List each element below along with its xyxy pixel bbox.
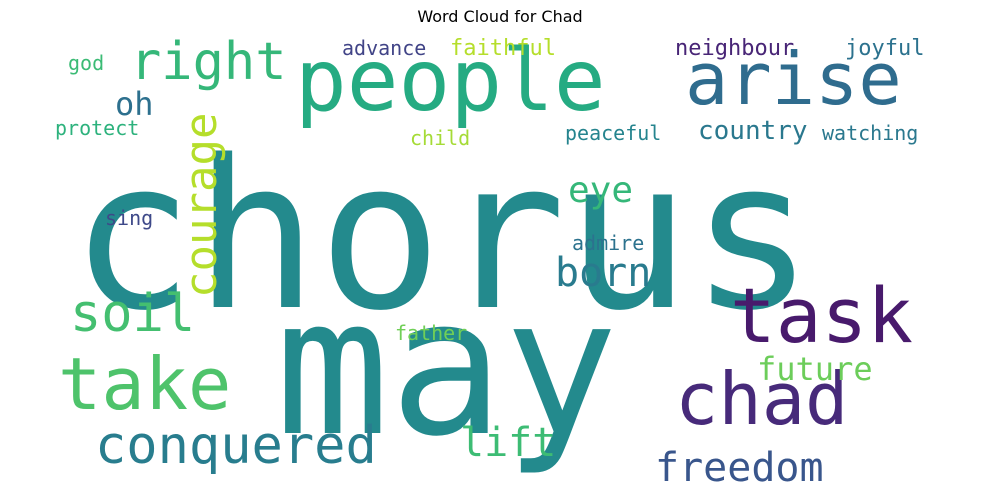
word-peaceful: peaceful bbox=[565, 121, 662, 145]
word-admire: admire bbox=[572, 231, 645, 255]
word-conquered: conquered bbox=[95, 416, 377, 476]
word-country: country bbox=[698, 116, 808, 146]
word-chorus: chorus bbox=[70, 116, 815, 356]
word-soil: soil bbox=[70, 284, 196, 344]
word-watching: watching bbox=[822, 121, 919, 145]
word-right: right bbox=[130, 33, 287, 92]
word-eye: eye bbox=[568, 170, 634, 211]
word-cloud-area: chorus may people arise chad task take right con… bbox=[50, 33, 950, 483]
word-advance: advance bbox=[342, 36, 427, 60]
word-neighbour: neighbour bbox=[675, 36, 795, 61]
word-may: may bbox=[275, 257, 619, 478]
word-courage: courage bbox=[176, 112, 227, 298]
word-freedom: freedom bbox=[655, 445, 824, 483]
word-child: child bbox=[410, 126, 471, 150]
word-arise: arise bbox=[685, 37, 902, 121]
word-chad: chad bbox=[675, 357, 849, 441]
word-lift: lift bbox=[460, 420, 557, 466]
word-god: god bbox=[68, 51, 105, 75]
word-born: born bbox=[555, 250, 652, 296]
word-take: take bbox=[58, 342, 232, 426]
chart-title: Word Cloud for Chad bbox=[417, 7, 583, 26]
word-oh: oh bbox=[115, 85, 154, 123]
word-protect: protect bbox=[55, 116, 140, 140]
word-faithful: faithful bbox=[450, 36, 556, 61]
word-sing: sing bbox=[105, 206, 154, 230]
word-father: father bbox=[395, 321, 468, 345]
word-task: task bbox=[730, 271, 914, 360]
word-people: people bbox=[295, 33, 606, 131]
word-joyful: joyful bbox=[845, 36, 925, 61]
word-future: future bbox=[757, 350, 873, 388]
